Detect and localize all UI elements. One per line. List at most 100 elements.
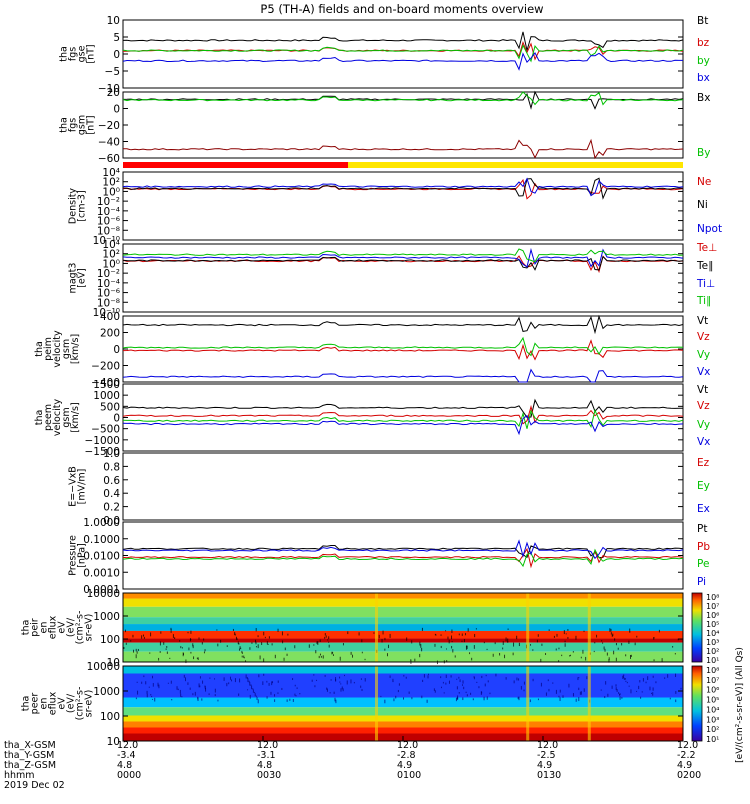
heatmap-speckle [373, 632, 375, 634]
heatmap-speckle [177, 688, 179, 691]
heatmap-speckle [612, 633, 614, 637]
heatmap-speckle [286, 699, 288, 702]
y-axis-label: Pressure[nPa] [68, 535, 88, 576]
heatmap-band [123, 593, 683, 599]
heatmap-speckle [516, 635, 518, 640]
footer-row-label: tha_X-GSM [4, 740, 56, 751]
heatmap-speckle [146, 693, 148, 698]
heatmap-speckle [507, 638, 509, 642]
heatmap-speckle [628, 685, 630, 687]
heatmap-speckle [364, 678, 366, 682]
heatmap-speckle [187, 631, 189, 634]
heatmap-speckle [563, 630, 565, 635]
colorbar-strip [691, 592, 703, 663]
heatmap-speckle [154, 697, 156, 702]
heatmap-speckle [602, 642, 604, 644]
heatmap-speckle [264, 636, 266, 639]
footer-tick-t: 0100 [397, 770, 421, 781]
status-bar-yellow [348, 162, 683, 168]
heatmap-speckle [361, 651, 363, 654]
heatmap-speckle [518, 642, 520, 647]
footer-row-label: 2019 Dec 02 [4, 780, 65, 791]
heatmap-speckle [316, 641, 318, 644]
heatmap-speckle [582, 649, 584, 654]
heatmap-speckle [572, 651, 574, 653]
y-axis-label-line: velocity [52, 399, 63, 437]
colorbar-tick: 10³ [706, 715, 719, 724]
panel-frame [122, 383, 684, 452]
heatmap-speckle [135, 648, 137, 652]
series-line-bz [123, 40, 684, 61]
legend-bx: bx [697, 72, 710, 84]
heatmap-speckle [630, 654, 632, 657]
y-tick-label: 10⁻⁶ [97, 216, 120, 228]
y-tick-label: 0 [113, 104, 120, 116]
heatmap-speckle [259, 655, 261, 660]
legend-te: Te⊥ [696, 242, 717, 254]
heatmap-speckle [421, 627, 423, 631]
y-axis-label-line: tha [59, 117, 70, 133]
y-tick-label: −20 [98, 120, 120, 132]
heatmap-speckle [149, 652, 151, 654]
colorbar: 10⁸10⁷10⁶10⁵10⁴10³10²10¹10⁸10⁷10⁶10⁵10⁴1… [691, 592, 745, 763]
heatmap-speckle [440, 645, 442, 649]
y-tick-label: 10⁰ [102, 186, 120, 198]
heatmap-speckle [445, 630, 447, 632]
heatmap-speckle [484, 683, 486, 687]
heatmap-speckle [427, 673, 429, 676]
heatmap-speckle [311, 679, 313, 682]
heatmap-speckle [486, 648, 488, 651]
heatmap-speckle [197, 697, 199, 702]
heatmap-speckle [411, 640, 413, 644]
heatmap-speckle [555, 689, 557, 694]
heatmap-speckle [158, 684, 160, 689]
heatmap-speckle [263, 658, 265, 662]
heatmap-speckle [267, 643, 269, 645]
heatmap-speckle [386, 653, 388, 657]
heatmap-speckle [255, 641, 257, 645]
plot-title: P5 (TH-A) fields and on-board moments ov… [260, 2, 543, 16]
heatmap-speckle [194, 691, 196, 696]
heatmap-speckle [669, 697, 671, 700]
heatmap-speckle [502, 641, 504, 645]
colorbar-tick: 10⁸ [706, 593, 719, 602]
footer-row-label: tha_Y-GSM [4, 750, 54, 761]
heatmap-speckle [594, 641, 596, 644]
heatmap-speckle [266, 696, 268, 699]
y-tick-label: −1500 [84, 446, 120, 458]
y-tick-label: 1000 [93, 390, 120, 402]
heatmap-speckle [137, 648, 139, 652]
legend-pi: Pi [697, 576, 706, 588]
heatmap-speckle [251, 642, 253, 644]
heatmap-speckle [451, 645, 453, 649]
status-bar [123, 162, 683, 168]
heatmap-speckle [150, 694, 152, 696]
y-axis-label-line: magt3 [68, 263, 79, 294]
heatmap-speckle [247, 689, 249, 691]
heatmap-band [123, 715, 683, 722]
heatmap-speckle [381, 639, 383, 643]
heatmap-band [123, 707, 683, 716]
heatmap-speckle [322, 655, 324, 659]
series-line-by [122, 44, 684, 63]
y-tick-label: 0.6 [103, 475, 120, 487]
heatmap-speckle [421, 695, 423, 699]
heatmap-speckle [610, 632, 612, 635]
heatmap-speckle [410, 659, 412, 661]
heatmap-speckle [350, 679, 352, 684]
heatmap-speckle [547, 679, 549, 682]
heatmap-speckle [607, 693, 609, 697]
heatmap-speckle [630, 689, 632, 694]
legend-ti: Ti⊥ [696, 278, 715, 290]
heatmap-speckle [492, 653, 494, 657]
heatmap-band [123, 721, 683, 728]
heatmap-speckle [262, 681, 264, 686]
colorbar-tick: 10⁸ [706, 666, 719, 675]
legend-vz: Vz [697, 400, 710, 412]
heatmap-speckle [529, 699, 531, 703]
heatmap-speckle [296, 687, 298, 689]
y-axis-label-line: gsm [61, 407, 72, 427]
heatmap-speckle [680, 687, 682, 690]
series-line-vx [122, 368, 684, 383]
